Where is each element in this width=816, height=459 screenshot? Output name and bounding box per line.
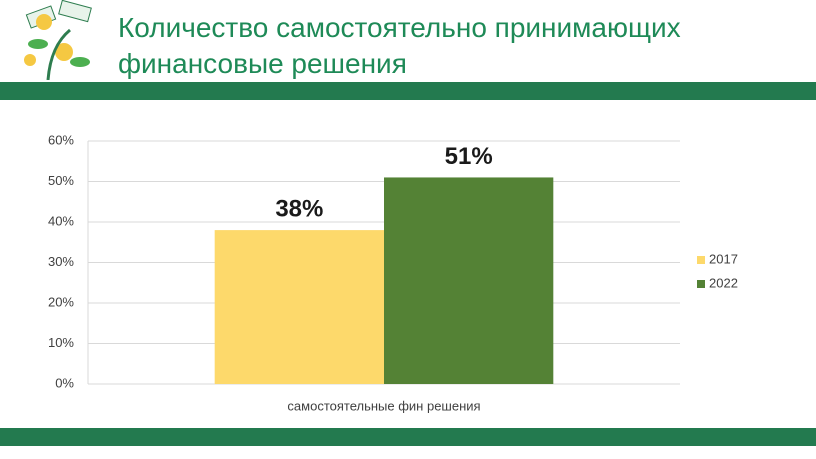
- y-tick-label: 20%: [48, 294, 74, 309]
- slide-title: Количество самостоятельно принимающих фи…: [118, 12, 681, 79]
- value-label: 38%: [275, 195, 323, 222]
- y-tick-label: 40%: [48, 213, 74, 228]
- x-tick-label: самостоятельные фин решения: [287, 398, 480, 413]
- y-tick-label: 10%: [48, 335, 74, 350]
- bottom-band: [0, 428, 816, 446]
- y-tick-label: 0%: [55, 375, 74, 390]
- bar: [384, 177, 554, 384]
- legend-label: 2017: [709, 251, 738, 266]
- legend-swatch: [697, 280, 705, 288]
- y-tick-label: 60%: [48, 132, 74, 147]
- legend-swatch: [697, 256, 705, 264]
- y-tick-label: 50%: [48, 173, 74, 188]
- y-tick-label: 30%: [48, 254, 74, 269]
- legend-label: 2022: [709, 275, 738, 290]
- top-band: [0, 82, 816, 100]
- value-label: 51%: [445, 143, 493, 170]
- bar: [214, 230, 384, 384]
- decor-icon: [24, 0, 92, 80]
